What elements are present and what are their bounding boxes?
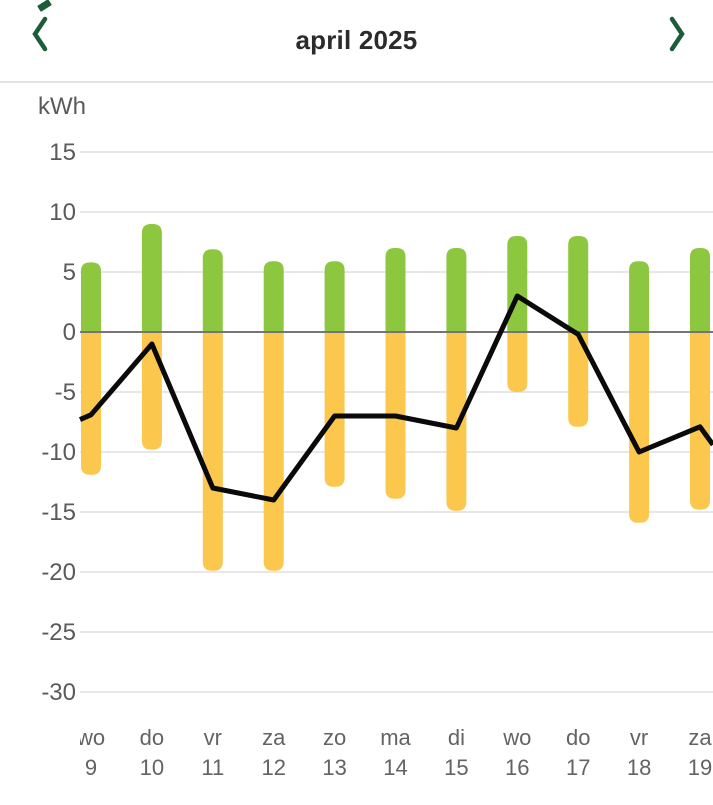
x-label-day: vr [204, 725, 222, 750]
x-label-day: do [140, 725, 164, 750]
yellow-bar [324, 332, 345, 487]
x-label-date: 14 [383, 755, 407, 780]
next-month-button[interactable] [655, 10, 699, 58]
x-label-day: zo [323, 725, 346, 750]
green-bar [202, 249, 223, 332]
green-bar [690, 248, 710, 332]
x-label-day: za [262, 725, 286, 750]
x-label-date: 19 [688, 755, 712, 780]
chevron-left-icon [32, 16, 48, 52]
green-bar [568, 236, 589, 332]
green-bar [446, 248, 467, 332]
x-label-date: 12 [261, 755, 285, 780]
yellow-bar [568, 332, 589, 427]
x-label-date: 18 [627, 755, 651, 780]
yellow-bar [446, 332, 467, 511]
y-tick-label: 0 [63, 319, 76, 346]
chevron-right-icon [669, 16, 685, 52]
daily-energy-chart-svg: kWh151050-5-10-15-20-25-30wo9do10vr11za1… [38, 93, 713, 780]
green-bar [141, 224, 162, 332]
x-label-day: di [448, 725, 465, 750]
yellow-bar [629, 332, 650, 523]
y-tick-label: -5 [55, 379, 76, 406]
green-bar [629, 261, 650, 332]
x-label-day: wo [76, 725, 105, 750]
y-axis-unit-label: kWh [38, 93, 86, 120]
x-label-day: vr [630, 725, 648, 750]
y-tick-label: -15 [41, 499, 76, 526]
month-title: april 2025 [295, 25, 418, 55]
green-bar [385, 248, 406, 332]
yellow-bar [202, 332, 223, 571]
y-tick-label: -10 [41, 439, 76, 466]
x-label-day: wo [502, 725, 531, 750]
x-label-date: 13 [322, 755, 346, 780]
x-label-date: 11 [201, 755, 224, 780]
month-navigation-header: april 2025 [0, 0, 713, 83]
previous-month-button[interactable] [18, 10, 62, 58]
x-label-date: 16 [505, 755, 529, 780]
x-label-date: 9 [85, 755, 97, 780]
green-bar [324, 261, 345, 332]
x-label-date: 15 [444, 755, 468, 780]
yellow-bar [81, 332, 101, 475]
yellow-bar [507, 332, 528, 392]
yellow-bar [690, 332, 710, 510]
net-line [79, 293, 713, 503]
x-label-day: za [688, 725, 712, 750]
y-tick-label: 10 [49, 199, 76, 226]
y-tick-label: 15 [49, 139, 76, 166]
y-tick-label: 5 [63, 259, 76, 286]
x-label-date: 17 [566, 755, 590, 780]
daily-energy-chart: kWh 15 10 5 0 -5 -10 -15 -20 -25 -30 wo 9 do 10 vr 11 za 1… [0, 83, 713, 800]
green-bar [263, 261, 284, 332]
y-tick-label: -30 [41, 679, 76, 706]
x-label-day: do [566, 725, 590, 750]
x-label-day: ma [380, 725, 411, 750]
green-bar [507, 236, 528, 332]
green-bar [81, 262, 101, 332]
y-tick-label: -20 [41, 559, 76, 586]
x-label-date: 10 [140, 755, 164, 780]
yellow-bar [263, 332, 284, 571]
x-axis-labels: wo 9 do 10 vr 11 za 12 zo 13 ma 14 di 15 wo 16 do 17 vr 18 z… [76, 725, 712, 780]
y-tick-label: -25 [41, 619, 76, 646]
